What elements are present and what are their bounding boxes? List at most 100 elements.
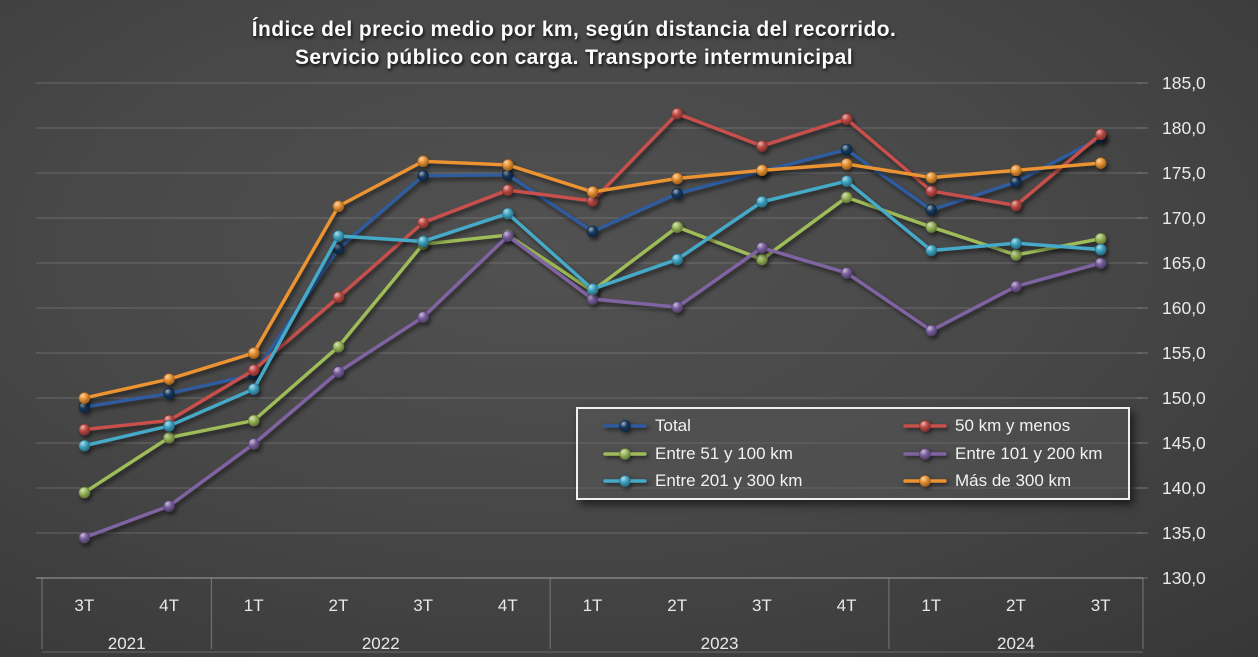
- series-entre-201-y-300-km: [78, 175, 1107, 452]
- series-más-de-300-km: [78, 155, 1107, 404]
- data-point-marker: [840, 158, 853, 170]
- x-axis: 3T 4T 1T 2T 3T 4T 1T 2T 3T 4T 1T 2T 3T 2021 2022 2023 20…: [36, 577, 1144, 653]
- data-point-marker: [163, 387, 175, 400]
- x-tick-label: 4T: [498, 596, 518, 615]
- data-point-marker: [502, 230, 514, 242]
- data-point-marker: [332, 200, 345, 213]
- data-point-marker: [925, 324, 938, 337]
- data-point-marker: [332, 230, 345, 242]
- x-tick-label: 2T: [667, 596, 687, 615]
- year-label: 2023: [701, 634, 739, 653]
- data-point-marker: [417, 169, 429, 182]
- year-label: 2022: [362, 634, 400, 653]
- data-point-marker: [163, 500, 175, 512]
- legend-marker-icon: [903, 420, 947, 433]
- y-tick-label: 150,0: [1162, 388, 1206, 408]
- data-point-marker: [78, 486, 91, 499]
- chart-title-line1: Índice del precio medio por km, según di…: [251, 18, 897, 41]
- legend-marker-icon: [903, 474, 947, 487]
- data-point-marker: [332, 366, 345, 378]
- y-tick-label: 160,0: [1162, 298, 1206, 318]
- data-point-marker: [163, 420, 175, 432]
- legend-label: 50 km y menos: [955, 416, 1071, 436]
- data-point-marker: [417, 311, 429, 323]
- data-point-marker: [247, 364, 260, 376]
- legend-marker-icon: [603, 447, 647, 460]
- data-point-marker: [247, 383, 260, 395]
- y-tick-label: 185,0: [1162, 73, 1206, 93]
- data-point-marker: [586, 225, 599, 238]
- series-50-km-y-menos: [78, 107, 1107, 436]
- data-point-marker: [1094, 157, 1107, 169]
- x-tick-label: 4T: [159, 596, 179, 615]
- data-point-marker: [502, 159, 514, 171]
- legend-label: Total: [655, 416, 691, 436]
- legend-label: Más de 300 km: [955, 470, 1072, 490]
- data-point-marker: [671, 107, 683, 120]
- data-point-marker: [840, 267, 853, 279]
- data-point-marker: [1094, 243, 1107, 256]
- y-tick-label: 135,0: [1162, 523, 1206, 543]
- chart-title: Índice del precio medio por km, según di…: [0, 16, 1148, 72]
- data-point-marker: [586, 283, 599, 295]
- x-tick-label: 1T: [583, 596, 603, 615]
- data-point-marker: [1094, 232, 1107, 245]
- series-line: [82, 179, 1103, 448]
- legend-marker-icon: [603, 474, 647, 487]
- data-point-marker: [840, 191, 853, 204]
- data-point-marker: [1010, 249, 1022, 261]
- data-point-marker: [1094, 257, 1107, 269]
- data-point-marker: [586, 293, 599, 305]
- data-point-marker: [671, 301, 683, 313]
- legend-item-total: Total: [602, 416, 902, 436]
- y-tick-label: 170,0: [1162, 208, 1206, 228]
- x-tick-label: 3T: [1091, 596, 1111, 615]
- data-point-marker: [417, 216, 429, 229]
- legend-marker-icon: [603, 420, 647, 433]
- legend-label: Entre 201 y 300 km: [655, 470, 803, 490]
- chart-title-line2: Servicio público con carga. Transporte i…: [294, 46, 853, 69]
- legend-item-entre-51-y-100-km: Entre 51 y 100 km: [602, 444, 902, 464]
- data-point-marker: [925, 185, 938, 197]
- data-point-marker: [163, 373, 175, 385]
- data-point-marker: [417, 155, 429, 168]
- data-point-marker: [163, 431, 175, 444]
- data-point-marker: [1010, 176, 1022, 188]
- y-tick-label: 165,0: [1162, 253, 1206, 273]
- data-point-marker: [247, 414, 260, 427]
- series-entre-101-y-200-km: [78, 230, 1107, 544]
- data-point-marker: [78, 423, 91, 436]
- data-point-marker: [925, 221, 938, 233]
- data-point-marker: [671, 187, 683, 200]
- legend-marker-icon: [903, 447, 947, 460]
- legend-item-entre-101-y-200-km: Entre 101 y 200 km: [902, 444, 1128, 464]
- data-point-marker: [925, 244, 938, 257]
- data-point-marker: [586, 186, 599, 198]
- legend-label: Entre 51 y 100 km: [655, 443, 793, 463]
- x-tick-label: 3T: [413, 596, 433, 615]
- year-label: 2021: [108, 634, 146, 653]
- x-tick-label: 2T: [1006, 596, 1026, 615]
- data-point-marker: [1010, 199, 1022, 212]
- data-point-marker: [756, 253, 768, 266]
- data-point-marker: [502, 184, 514, 196]
- data-point-marker: [78, 392, 91, 404]
- legend-item-más-de-300-km: Más de 300 km: [902, 471, 1128, 491]
- y-tick-label: 155,0: [1162, 343, 1206, 363]
- gridlines: [36, 82, 1148, 579]
- legend-item-50-km-y-menos: 50 km y menos: [902, 416, 1128, 436]
- y-axis-labels: 185,0 180,0 175,0 170,0 165,0 160,0 155,0 150,0…: [1162, 73, 1206, 588]
- y-tick-label: 175,0: [1162, 163, 1206, 183]
- x-tick-label: 1T: [244, 596, 264, 615]
- legend-item-entre-201-y-300-km: Entre 201 y 300 km: [602, 471, 902, 491]
- data-point-marker: [756, 196, 768, 208]
- y-tick-label: 180,0: [1162, 118, 1206, 138]
- data-point-marker: [840, 113, 853, 125]
- data-point-marker: [502, 207, 514, 220]
- data-point-marker: [925, 171, 938, 184]
- data-point-marker: [1010, 164, 1022, 177]
- data-point-marker: [756, 241, 768, 254]
- data-point-marker: [671, 172, 683, 185]
